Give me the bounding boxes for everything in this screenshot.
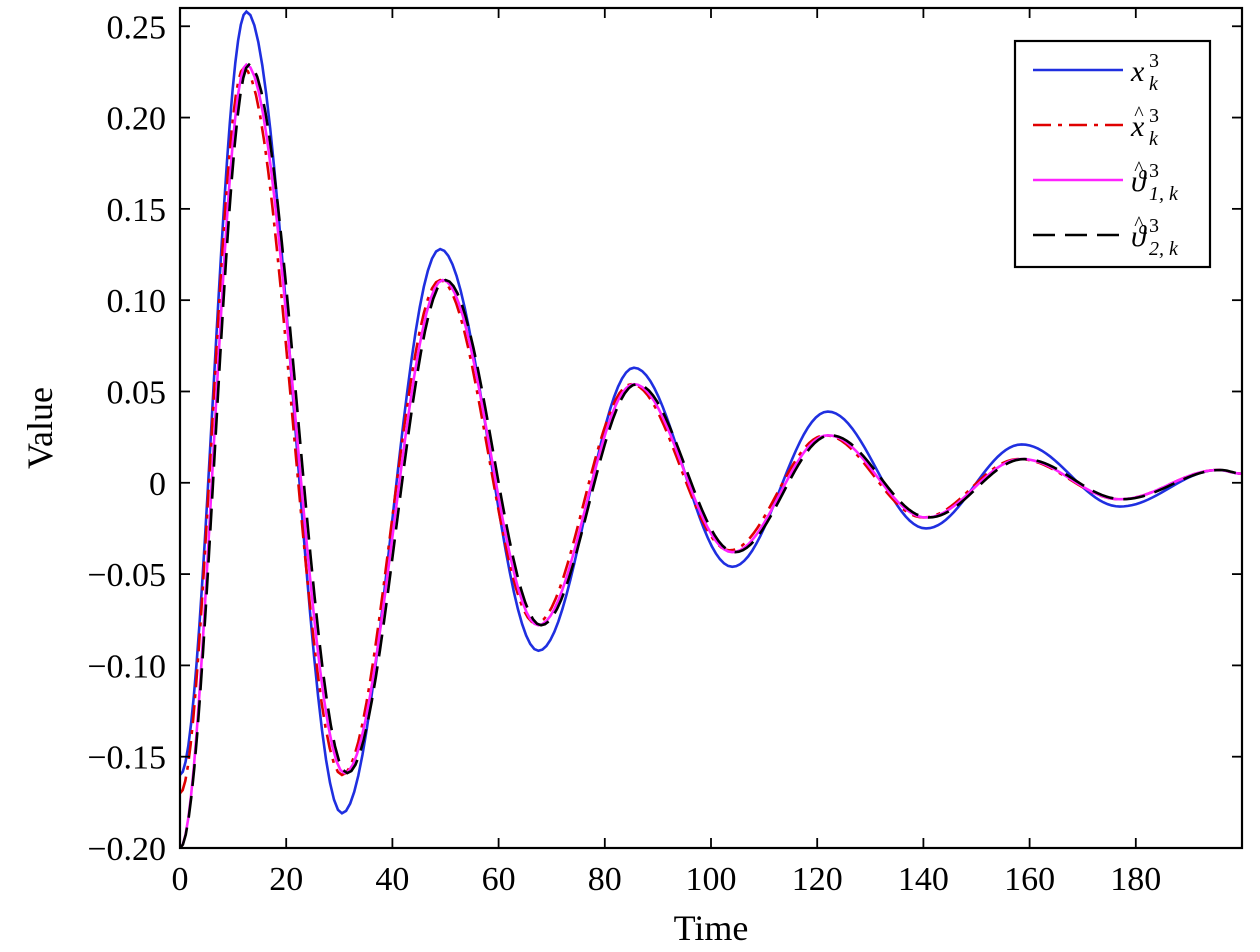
x-tick-label: 20 — [269, 861, 303, 898]
legend-hat-3: ^ — [1134, 158, 1144, 180]
x-tick-label: 160 — [1004, 861, 1055, 898]
y-tick-label: 0.25 — [107, 9, 167, 46]
legend-hat-4: ^ — [1134, 213, 1144, 235]
y-tick-label: −0.05 — [87, 557, 166, 594]
y-tick-label: 0.15 — [107, 192, 167, 229]
legend: x 3kx^ 3kϑ^ 31, kϑ^ 32, k — [1013, 39, 1212, 269]
legend-subscript-3: 1, k — [1149, 183, 1179, 205]
legend-subscript-4: 2, k — [1149, 238, 1179, 260]
x-tick-label: 0 — [172, 861, 189, 898]
plot-lines — [178, 9, 1243, 849]
legend-label-2: x — [1130, 110, 1145, 143]
y-tick-label: 0 — [149, 466, 166, 503]
x-axis-title: Time — [674, 908, 749, 948]
series-line-4 — [179, 62, 1243, 849]
y-tick-label: 0.20 — [107, 101, 167, 138]
y-tick-label: 0.05 — [107, 374, 167, 411]
legend-subscript-1: k — [1149, 73, 1159, 95]
x-tick-label: 60 — [482, 861, 516, 898]
legend-subscript-2: k — [1149, 128, 1159, 150]
y-axis-title: Value — [20, 387, 60, 469]
x-tick-label: 80 — [588, 861, 622, 898]
legend-hat-2: ^ — [1134, 103, 1144, 125]
legend-label-3: ϑ — [1131, 165, 1148, 198]
legend-label-1: x — [1130, 55, 1145, 88]
x-tick-label: 40 — [375, 861, 409, 898]
series-line-3 — [178, 62, 1243, 849]
legend-box — [1013, 39, 1212, 269]
series-line-1 — [179, 9, 1243, 815]
y-tick-label: −0.10 — [87, 648, 166, 685]
legend-label-4: ϑ — [1131, 220, 1148, 253]
x-tick-label: 140 — [898, 861, 949, 898]
x-tick-label: 180 — [1110, 861, 1161, 898]
legend-superscript-4: 3 — [1149, 215, 1159, 237]
axis-tick-labels: 0 20 40 60 80 100 120 140 160 180 −0.20 −0.15 −0.10 −… — [87, 9, 1161, 898]
legend-superscript-2: 3 — [1149, 105, 1159, 127]
y-tick-label: −0.20 — [87, 831, 166, 868]
x-tick-label: 100 — [686, 861, 737, 898]
legend-superscript-1: 3 — [1149, 50, 1159, 72]
x-tick-label: 120 — [792, 861, 843, 898]
legend-superscript-3: 3 — [1149, 160, 1159, 182]
axis-ticks — [179, 8, 1242, 849]
series-line-2 — [179, 66, 1243, 795]
y-tick-label: 0.10 — [107, 283, 167, 320]
y-tick-label: −0.15 — [87, 740, 166, 777]
